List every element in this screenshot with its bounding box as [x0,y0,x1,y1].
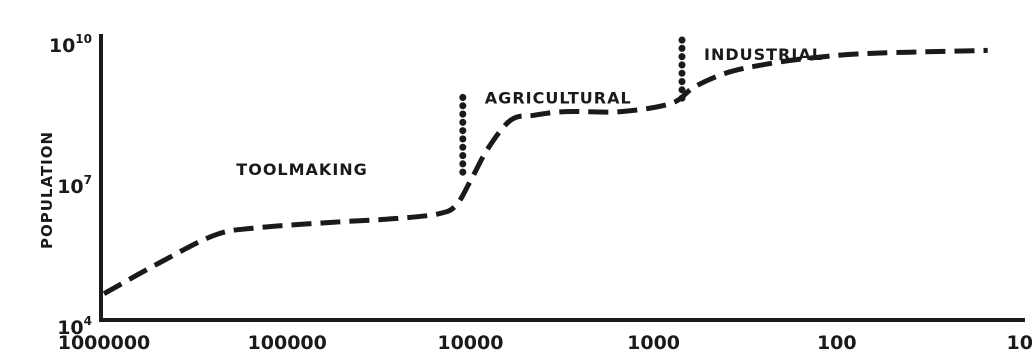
y-tick-label: 107 [57,173,92,198]
era-label: TOOLMAKING [236,160,367,179]
x-tick-label: 10000 [437,332,503,354]
x-tick-labels: 1000000 100000 10000 1000 100 10 [58,332,1033,354]
x-tick-label: 10 [1007,332,1033,354]
era-label: AGRICULTURAL [485,88,632,107]
era-labels: TOOLMAKING AGRICULTURAL INDUSTRIAL [236,45,823,179]
x-tick-label: 1000000 [58,332,151,354]
y-axis-label: POPULATION [38,131,56,249]
population-line [102,47,988,296]
x-tick-label: 100000 [248,332,327,354]
era-dividers [459,36,686,177]
y-tick-labels: 104 107 1010 [49,32,92,339]
x-tick-label: 1000 [627,332,680,354]
y-tick-label: 104 [57,314,92,339]
era-label: INDUSTRIAL [704,45,823,64]
y-tick-label: 1010 [49,32,92,57]
x-tick-label: 100 [817,332,857,354]
